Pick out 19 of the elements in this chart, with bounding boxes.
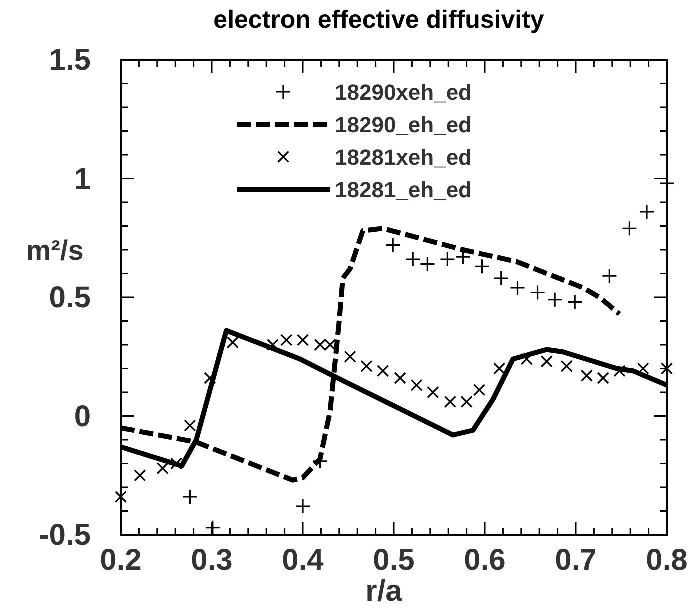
x-tick-label: 0.8 (646, 544, 688, 577)
x-tick-label: 0.6 (464, 544, 506, 577)
x-tick-label: 0.2 (100, 544, 142, 577)
y-axis-title: m²/s (26, 235, 84, 266)
x-tick-label: 0.7 (555, 544, 597, 577)
legend-label: 18281xeh_ed (335, 145, 472, 170)
x-tick-label: 0.4 (282, 544, 324, 577)
legend-label: 18281_eh_ed (335, 178, 472, 202)
y-tick-label: 1 (74, 162, 91, 196)
chart-title: electron effective diffusivity (214, 6, 544, 34)
y-tick-label: -0.5 (39, 519, 91, 552)
y-tick-label: 0.5 (49, 282, 91, 314)
legend-label: 18290_eh_ed (335, 112, 472, 138)
y-tick-label: 1.5 (49, 44, 91, 77)
x-tick-label: 0.3 (191, 544, 233, 577)
y-tick-label: 0 (74, 400, 91, 434)
legend-label: 18290xeh_ed (335, 80, 472, 105)
x-axis-title: r/a (366, 575, 403, 608)
x-tick-label: 0.5 (373, 544, 415, 577)
